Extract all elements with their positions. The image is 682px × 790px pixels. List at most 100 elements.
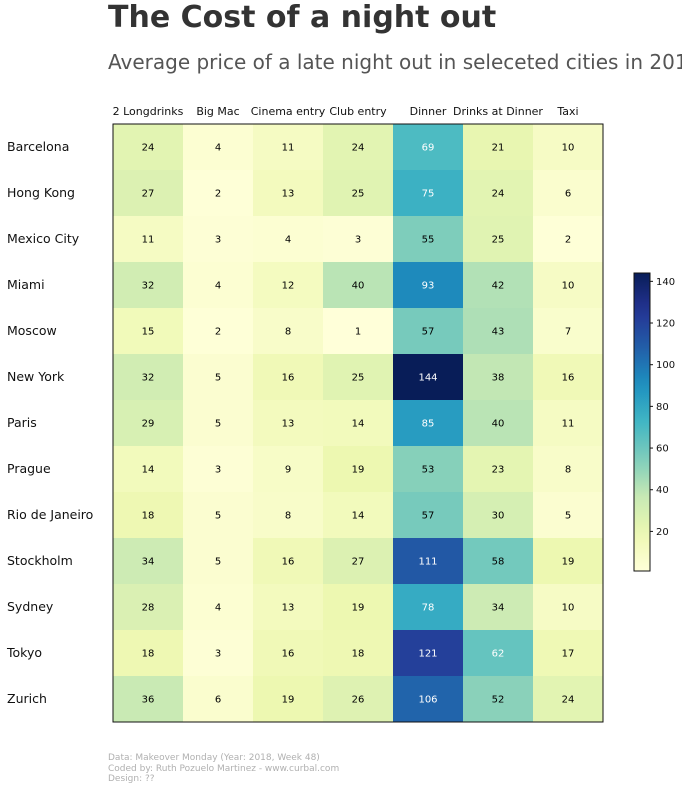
heatmap-cell [253,538,323,584]
cell-value-label: 5 [215,373,221,384]
cell-value-label: 3 [215,649,221,660]
cell-value-label: 3 [355,235,361,246]
cell-value-label: 38 [492,373,505,384]
row-label: Stockholm [7,553,73,568]
footer-data-source: Data: Makeover Monday (Year: 2018, Week … [108,753,320,763]
row-label: Sydney [7,599,54,614]
cell-value-label: 28 [142,603,155,614]
heatmap-cell [463,308,533,354]
heatmap-cell [533,676,603,722]
heatmap-cell [113,124,183,170]
column-label: Drinks at Dinner [453,105,543,118]
cell-value-label: 111 [418,557,437,568]
cell-value-label: 10 [562,143,575,154]
heatmap-cell [393,400,463,446]
heatmap-cell [253,630,323,676]
row-label: Barcelona [7,139,69,154]
column-label: 2 Longdrinks [113,105,184,118]
cell-value-label: 6 [565,189,571,200]
heatmap-cell [323,584,393,630]
cell-value-label: 16 [562,373,575,384]
cell-value-label: 24 [142,143,155,154]
heatmap-cell [463,124,533,170]
heatmap-cell [183,630,253,676]
cell-value-label: 24 [562,695,575,706]
cell-value-label: 13 [282,189,295,200]
heatmap-cell [183,676,253,722]
heatmap-cell [113,538,183,584]
heatmap-cell [393,124,463,170]
cell-value-label: 8 [285,327,291,338]
cell-value-label: 34 [142,557,155,568]
cell-value-label: 55 [422,235,435,246]
heatmap-cell [183,400,253,446]
cell-value-label: 42 [492,281,505,292]
heatmap-cell [253,170,323,216]
cell-value-label: 17 [562,649,575,660]
heatmap-cell [393,630,463,676]
heatmap-cell [113,262,183,308]
heatmap-cell [113,400,183,446]
row-label: Tokyo [6,645,42,660]
heatmap-cell [463,400,533,446]
cell-value-label: 15 [142,327,155,338]
row-label: Prague [7,461,51,476]
heatmap-cell [393,538,463,584]
cell-value-label: 8 [565,465,571,476]
heatmap-cell [393,446,463,492]
heatmap-cell [393,492,463,538]
heatmap-cell [183,170,253,216]
cell-value-label: 75 [422,189,435,200]
cell-value-label: 5 [215,557,221,568]
heatmap-cell [533,354,603,400]
cell-value-label: 93 [422,281,435,292]
heatmap-cell [463,446,533,492]
row-label: Hong Kong [7,185,75,200]
heatmap-cell [253,584,323,630]
heatmap-border [112,123,604,723]
colorbar [633,272,651,572]
cell-value-label: 85 [422,419,435,430]
cell-value-label: 8 [285,511,291,522]
cell-value-label: 19 [352,603,365,614]
heatmap-cell [113,584,183,630]
heatmap-cell [463,354,533,400]
heatmap-cell [253,446,323,492]
cell-value-label: 121 [418,649,437,660]
heatmap-cell [533,124,603,170]
heatmap-cell [323,538,393,584]
heatmap-cell [113,170,183,216]
chart-title: The Cost of a night out [108,0,497,35]
colorbar-tick-label: 60 [656,444,669,455]
cell-value-label: 14 [352,511,365,522]
heatmap-cell [113,446,183,492]
heatmap-cell [533,400,603,446]
colorbar-tick-label: 100 [656,360,675,371]
cell-value-label: 2 [565,235,571,246]
cell-value-label: 40 [492,419,505,430]
row-label: Rio de Janeiro [7,507,93,522]
colorbar-tick-label: 40 [656,485,669,496]
cell-value-label: 32 [142,281,155,292]
heatmap-cell [463,492,533,538]
cell-value-label: 4 [215,143,221,154]
heatmap-cell [113,354,183,400]
colorbar-tick-label: 80 [656,402,669,413]
heatmap-cell [253,400,323,446]
row-label: Moscow [7,323,57,338]
cell-value-label: 25 [352,373,365,384]
cell-value-label: 13 [282,603,295,614]
heatmap-cell [113,308,183,354]
cell-value-label: 16 [282,373,295,384]
heatmap-cell [253,492,323,538]
heatmap-cell [323,262,393,308]
cell-value-label: 21 [492,143,505,154]
heatmap-cell [323,308,393,354]
cell-value-label: 62 [492,649,505,660]
cell-value-label: 5 [565,511,571,522]
column-label: Taxi [556,105,578,118]
cell-value-label: 24 [492,189,505,200]
row-label: Zurich [7,691,47,706]
heatmap-cell [533,538,603,584]
heatmap-cell [533,216,603,262]
